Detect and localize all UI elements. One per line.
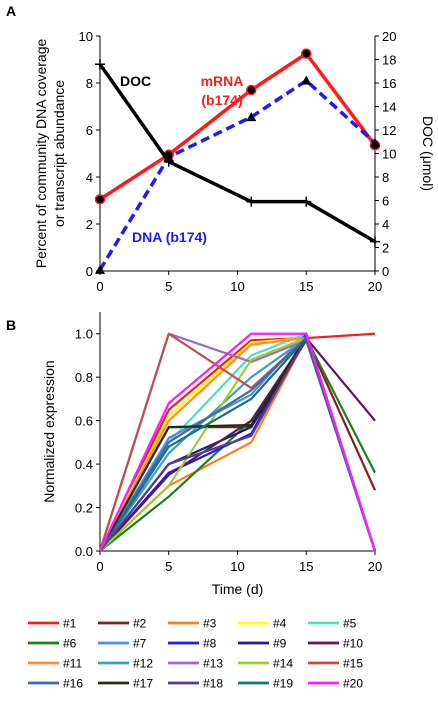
y-tick-label: 10 [79, 29, 93, 44]
legend-label-n14: #14 [273, 657, 293, 671]
legend-label-n1: #1 [63, 617, 77, 631]
x-tick-label: 15 [299, 559, 313, 574]
y2-tick-label: 10 [382, 147, 396, 162]
legend-label-n2: #2 [133, 617, 147, 631]
legend-label-n8: #8 [203, 637, 217, 651]
y-tick-label: 6 [86, 123, 93, 138]
y-tick-label: 0.2 [75, 501, 93, 516]
y2-tick-label: 20 [382, 29, 396, 44]
legend-label-n15: #15 [343, 657, 363, 671]
data-point-doc [301, 196, 312, 207]
legend-label-n17: #17 [133, 677, 153, 691]
data-point-doc [163, 156, 174, 167]
series-line-dna-b174 [98, 78, 377, 271]
legend-label-n6: #6 [63, 637, 77, 651]
y2-tick-label: 14 [382, 100, 396, 115]
data-point-dna-b174 [95, 264, 105, 274]
y2-axis-label: DOC (μmol) [420, 116, 436, 191]
y2-tick-label: 12 [382, 123, 396, 138]
x-tick-label: 10 [230, 559, 244, 574]
series-line-n1 [99, 332, 376, 552]
data-point-mrna-b174 [301, 48, 312, 59]
y-tick-label: 4 [86, 170, 93, 185]
x-tick-label: 0 [96, 559, 103, 574]
legend-label-n12: #12 [133, 657, 153, 671]
x-tick-label: 20 [368, 279, 382, 294]
series-line-n20 [99, 332, 377, 552]
legend-label-n11: #11 [63, 657, 82, 671]
series-label-mrna-line1: mRNA [201, 73, 244, 89]
data-point-mrna-b174 [246, 84, 257, 96]
data-point-doc [246, 196, 257, 207]
x-tick-label: 15 [299, 279, 313, 294]
y-tick-label: 0.0 [75, 544, 93, 559]
data-point-dna-b174 [301, 75, 312, 85]
x-tick-label: 5 [165, 559, 172, 574]
legend-label-n18: #18 [203, 677, 223, 691]
y-tick-label: 2 [86, 217, 93, 232]
y2-tick-label: 2 [382, 241, 389, 256]
x-tick-label: 10 [230, 279, 244, 294]
series-label-doc: DOC [120, 73, 151, 89]
y2-tick-label: 16 [382, 76, 396, 91]
legend-label-n3: #3 [203, 617, 217, 631]
legend-label-n9: #9 [273, 637, 287, 651]
y2-tick-label: 0 [382, 264, 389, 279]
y2-tick-label: 6 [382, 194, 389, 209]
legend-label-n5: #5 [343, 617, 357, 631]
series-line-n10 [99, 336, 376, 552]
legend-label-n4: #4 [273, 617, 287, 631]
y-tick-label: 0.8 [75, 370, 93, 385]
legend-label-n20: #20 [343, 677, 363, 691]
legend-label-n7: #7 [133, 637, 147, 651]
panel-b: B 0.0 0.2 0.4 0.6 0.8 1.0 0 5 10 15 20 Normalized ex… [6, 312, 382, 597]
y-tick-label: 0 [86, 264, 93, 279]
panel-label-a: A [6, 3, 16, 19]
x-axis-label: Time (d) [212, 581, 264, 597]
x-tick-label: 0 [96, 279, 103, 294]
data-point-dna-b174 [370, 137, 380, 147]
y-tick-label: 0.4 [75, 457, 93, 472]
y-tick-label: 1.0 [75, 327, 93, 342]
data-point-mrna-b174 [94, 194, 106, 205]
y2-tick-label: 18 [382, 53, 396, 68]
y2-tick-label: 8 [382, 170, 389, 185]
x-tick-label: 5 [165, 279, 172, 294]
y-tick-label: 0.6 [75, 414, 93, 429]
panel-label-b: B [6, 317, 16, 333]
series-label-mrna-line2: (b174) [201, 92, 242, 108]
data-point-doc [370, 236, 380, 247]
legend-label-n19: #19 [273, 677, 293, 691]
series-label-dna: DNA (b174) [132, 229, 207, 245]
y-axis-label: Normalized expression [41, 360, 57, 502]
y-axis-label-line1: Percent of community DNA coverage [33, 39, 49, 269]
data-point-dna-b174 [246, 112, 257, 122]
x-tick-label: 20 [368, 559, 382, 574]
data-point-doc [95, 59, 105, 70]
y2-tick-label: 4 [382, 217, 389, 232]
y-axis-label-line2: or transcript abundance [51, 80, 67, 227]
legend-label-n16: #16 [63, 677, 83, 691]
legend-label-n10: #10 [343, 637, 363, 651]
y-tick-label: 8 [86, 76, 93, 91]
legend: #1 #2 #3 #4 #5 #6 #7 #8 #9 #10 #11 #12 #13 #14 #15 #16 #… [28, 617, 363, 691]
legend-label-n13: #13 [203, 657, 223, 671]
